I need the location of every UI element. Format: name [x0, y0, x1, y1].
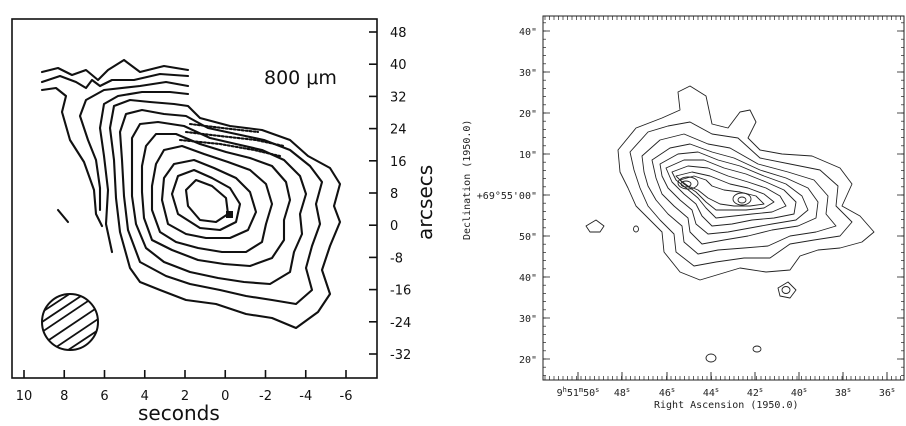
right-peak-2-outer [732, 192, 752, 206]
left-contour-7 [108, 98, 342, 330]
left-y-tick-label: 40 [390, 58, 407, 73]
right-blob-bottom-1 [705, 353, 717, 363]
right-peak-2-inner [737, 196, 747, 204]
left-y-tick-label: -16 [390, 284, 411, 299]
left-x-tick-label: -6 [340, 389, 353, 404]
left-contour-inner-c [188, 122, 260, 134]
right-panel: 40" 30" 20" 10" +69°55'00" 50" 40" 30" 20" 9h51m… [462, 15, 905, 411]
right-x-tick-label: 44s [703, 386, 719, 399]
wavelength-label: 800 μm [264, 67, 337, 89]
left-x-tick-label: -4 [299, 389, 312, 404]
left-x-tick-label: 8 [60, 389, 68, 404]
right-peak-1-outer [677, 176, 699, 190]
left-y-tick-label: -32 [390, 348, 411, 363]
right-contour-3 [641, 133, 837, 255]
right-x-axis-label: Right Ascension (1950.0) [654, 400, 799, 411]
left-peak-marker [226, 211, 233, 218]
right-peak-1-inner [680, 180, 692, 188]
left-y-tick-label: -8 [390, 251, 403, 266]
left-plot-frame [11, 18, 378, 379]
right-contour-outer [617, 85, 875, 281]
right-contours [585, 85, 875, 363]
left-y-tick-label: 48 [390, 26, 407, 41]
right-blob-south-outer [777, 281, 797, 299]
left-contour-13 [170, 168, 242, 232]
left-contour-12 [160, 158, 258, 240]
right-blob-small [633, 225, 639, 233]
left-y-ticks: 48 40 32 24 16 8 0 -8 -16 -24 -32 [369, 26, 411, 363]
right-x-ticks: 9h51m50s 48s 46s 44s 42s 40s 38s 36s [557, 372, 895, 399]
right-y-tick-label: 30" [519, 314, 537, 325]
right-x-tick-label: 42s [747, 386, 763, 399]
left-contour-1 [40, 58, 190, 82]
right-blob-bottom-2 [752, 345, 762, 353]
left-x-tick-label: 4 [141, 389, 149, 404]
right-contour-4 [651, 143, 819, 245]
left-y-tick-label: 8 [390, 187, 398, 202]
left-x-axis-label: seconds [138, 401, 220, 425]
left-contour-11 [150, 144, 274, 254]
right-blob-south-inner [781, 286, 791, 294]
right-y-tick-label: +69°55'00" [477, 191, 537, 202]
left-x-tick-label: 2 [181, 389, 189, 404]
right-y-tick-label: 30" [519, 68, 537, 79]
left-contour-inner-a [178, 138, 282, 158]
right-x-tick-label: 40s [791, 386, 807, 399]
right-x-tick-label: 36s [879, 386, 895, 399]
left-contours [40, 58, 342, 330]
left-contour-3 [40, 86, 104, 228]
left-contour-8 [118, 108, 324, 306]
right-y-ticks: 40" 30" 20" 10" +69°55'00" 50" 40" 30" 20" [477, 27, 904, 366]
right-x-tick-label: 48s [614, 386, 630, 399]
right-contour-7 [671, 165, 787, 219]
right-y-tick-label: 40" [519, 273, 537, 284]
right-y-tick-label: 40" [519, 27, 537, 38]
right-contour-8 [675, 171, 775, 211]
left-y-tick-label: 0 [390, 219, 398, 234]
left-x-tick-label: 10 [16, 389, 33, 404]
right-plot-frame [542, 15, 905, 381]
right-x-tick-label: 9h51m50s [557, 386, 600, 399]
left-y-axis-label: arcsecs [413, 165, 437, 240]
left-contour-inner-b [184, 130, 286, 148]
right-contour-2 [629, 121, 853, 267]
right-y-tick-label: 20" [519, 109, 537, 120]
left-y-tick-label: 16 [390, 155, 407, 170]
left-x-tick-label: -2 [259, 389, 272, 404]
left-contour-5 [78, 80, 190, 212]
left-contour-6 [98, 90, 190, 254]
left-y-tick-label: -24 [390, 316, 411, 331]
right-y-axis-label: Declination (1950.0) [462, 120, 473, 240]
left-y-tick-label: 24 [390, 123, 407, 138]
left-x-ticks: 10 8 6 4 2 0 -2 -4 -6 [16, 370, 353, 404]
left-x-tick-label: 0 [221, 389, 229, 404]
left-panel: 10 8 6 4 2 0 -2 -4 -6 48 40 32 24 16 8 0 -8 -16 -24 -32 [11, 18, 437, 425]
left-x-tick-label: 6 [100, 389, 108, 404]
left-contour-9 [130, 120, 308, 286]
right-y-tick-label: 50" [519, 232, 537, 243]
left-contour-14 [184, 178, 230, 224]
left-y-tick-label: 32 [390, 90, 407, 105]
left-contour-10 [140, 132, 292, 268]
right-y-tick-label: 20" [519, 355, 537, 366]
right-contour-5 [659, 151, 809, 235]
right-y-tick-label: 10" [519, 150, 537, 161]
beam-ellipse [41, 293, 99, 351]
right-minor-ticks [543, 16, 904, 380]
right-x-tick-label: 46s [659, 386, 675, 399]
right-contour-9 [679, 175, 765, 207]
left-contour-2 [40, 72, 190, 90]
left-contour-4 [56, 208, 70, 224]
right-blob-west [585, 219, 605, 233]
right-contour-6 [665, 159, 797, 227]
right-x-tick-label: 38s [835, 386, 851, 399]
